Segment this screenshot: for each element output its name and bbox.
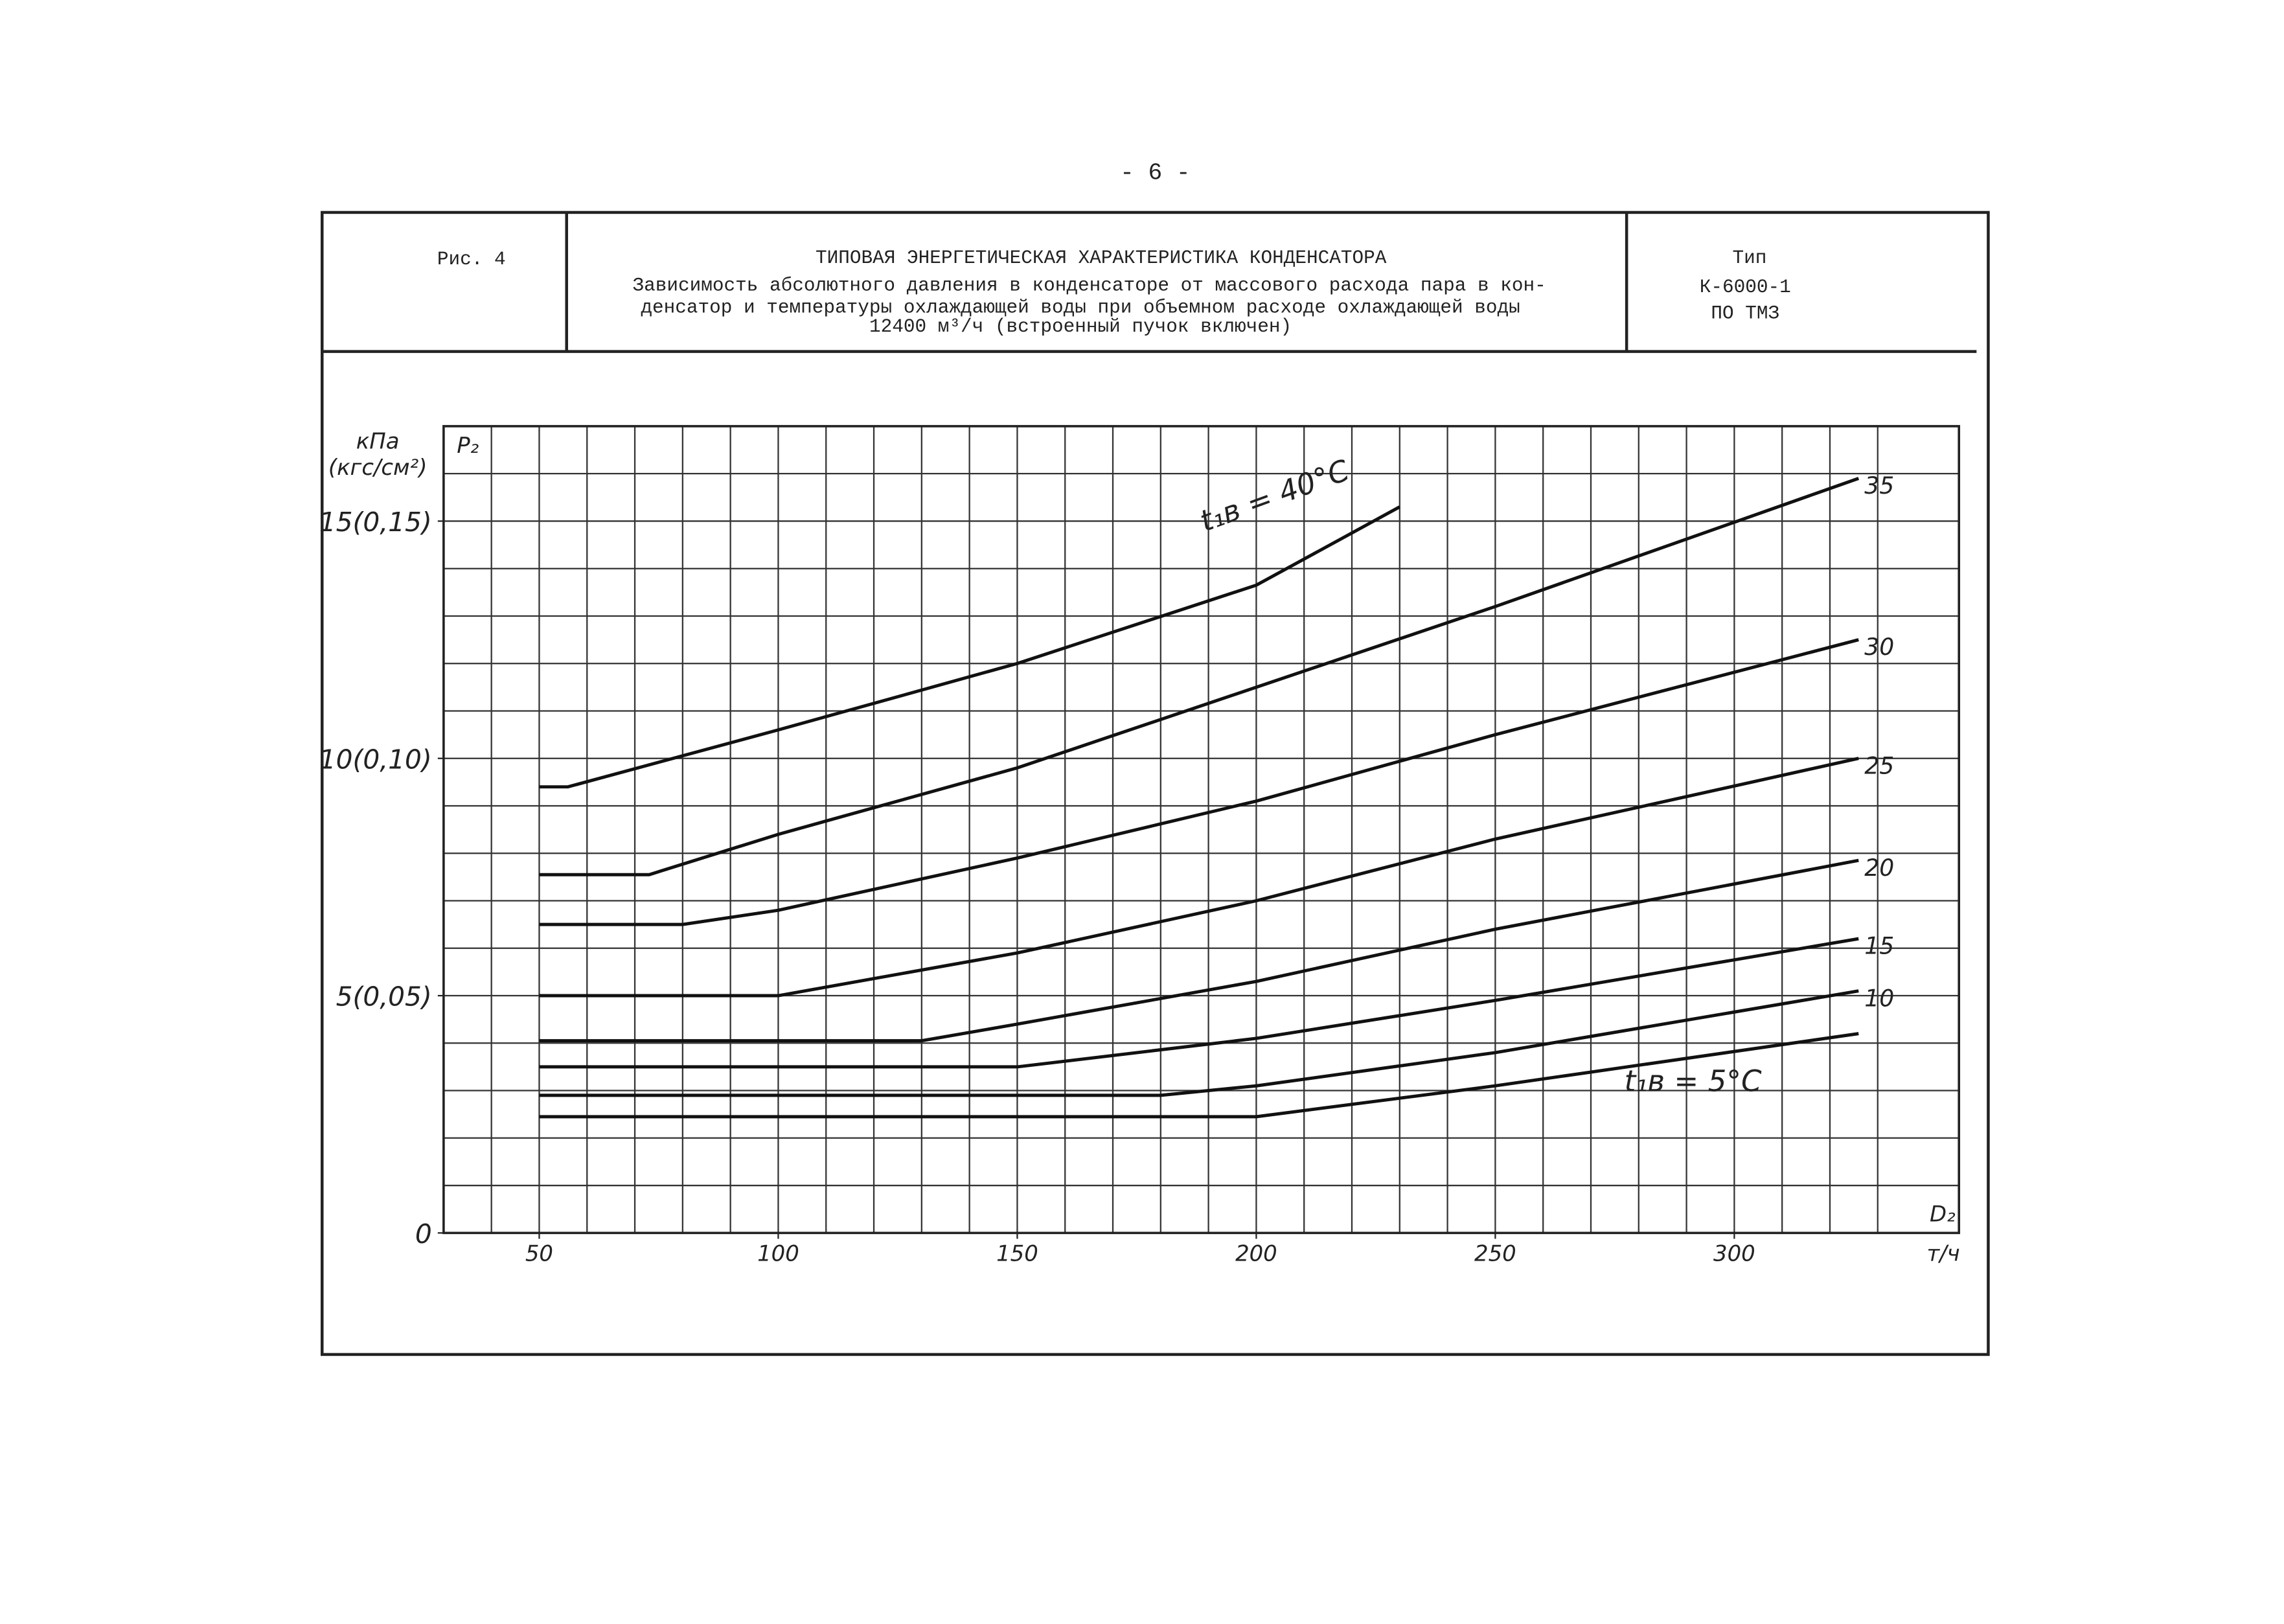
y-axis-unit: (кгс/см²)	[328, 455, 428, 480]
curve	[539, 858, 1859, 1043]
type-value: К-6000-1	[1700, 277, 1791, 298]
x-tick-label: 100	[757, 1241, 799, 1266]
header-description: 12400 м³/ч (встроенный пучок включен)	[869, 316, 1292, 337]
header-description: денсатор и температуры охлаждающей воды …	[641, 297, 1520, 319]
curve	[539, 937, 1859, 1069]
header-description: Зависимость абсолютного давления в конде…	[633, 275, 1546, 297]
x-tick-label: 150	[996, 1241, 1038, 1266]
x-axis-label: D₂	[1930, 1202, 1956, 1227]
y-tick-label: 5(0,05)	[336, 981, 432, 1012]
header-title: ТИПОВАЯ ЭНЕРГЕТИЧЕСКАЯ ХАРАКТЕРИСТИКА КО…	[816, 247, 1387, 269]
x-tick-label: 200	[1235, 1241, 1277, 1266]
y-axis-unit: кПа	[356, 428, 400, 453]
plot-frame	[442, 425, 1961, 1235]
curve-label: 35	[1864, 472, 1894, 499]
curve	[539, 477, 1860, 876]
x-tick-label: 50	[525, 1241, 553, 1266]
curve	[539, 638, 1859, 926]
type-label: Тип	[1733, 247, 1767, 269]
maker: ПО ТМЗ	[1711, 303, 1779, 325]
curve-label: 25	[1864, 751, 1894, 779]
page-number: - 6 -	[1120, 159, 1191, 186]
y-tick-label: 10(0,10)	[319, 744, 432, 775]
curve	[539, 757, 1859, 998]
y-tick-label: 0	[415, 1218, 432, 1250]
curve-label: 30	[1864, 633, 1894, 661]
outer-frame	[320, 211, 1990, 1356]
curve	[539, 989, 1859, 1097]
curve	[539, 1032, 1859, 1119]
figure-number: Рис. 4	[437, 249, 506, 270]
curve	[539, 505, 1400, 789]
curve-label: 15	[1864, 932, 1894, 960]
y-tick-label: 15(0,15)	[319, 507, 432, 538]
x-tick-label: 250	[1474, 1241, 1516, 1266]
curve-label: t₁в = 5°C	[1625, 1064, 1762, 1098]
curve-label: 20	[1864, 854, 1894, 882]
x-tick-label: 300	[1713, 1241, 1755, 1266]
x-axis-unit: т/ч	[1926, 1241, 1959, 1266]
curve-label: t₁в = 40°C	[1195, 453, 1354, 538]
y-axis-label: P₂	[457, 433, 479, 458]
curve-label: 10	[1864, 984, 1894, 1012]
